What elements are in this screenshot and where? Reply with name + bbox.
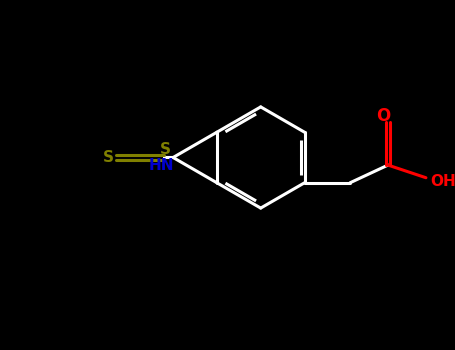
- Text: S: S: [103, 150, 114, 165]
- Text: OH: OH: [430, 174, 455, 189]
- Text: HN: HN: [149, 158, 174, 173]
- Text: S: S: [160, 142, 171, 157]
- Text: O: O: [376, 107, 390, 125]
